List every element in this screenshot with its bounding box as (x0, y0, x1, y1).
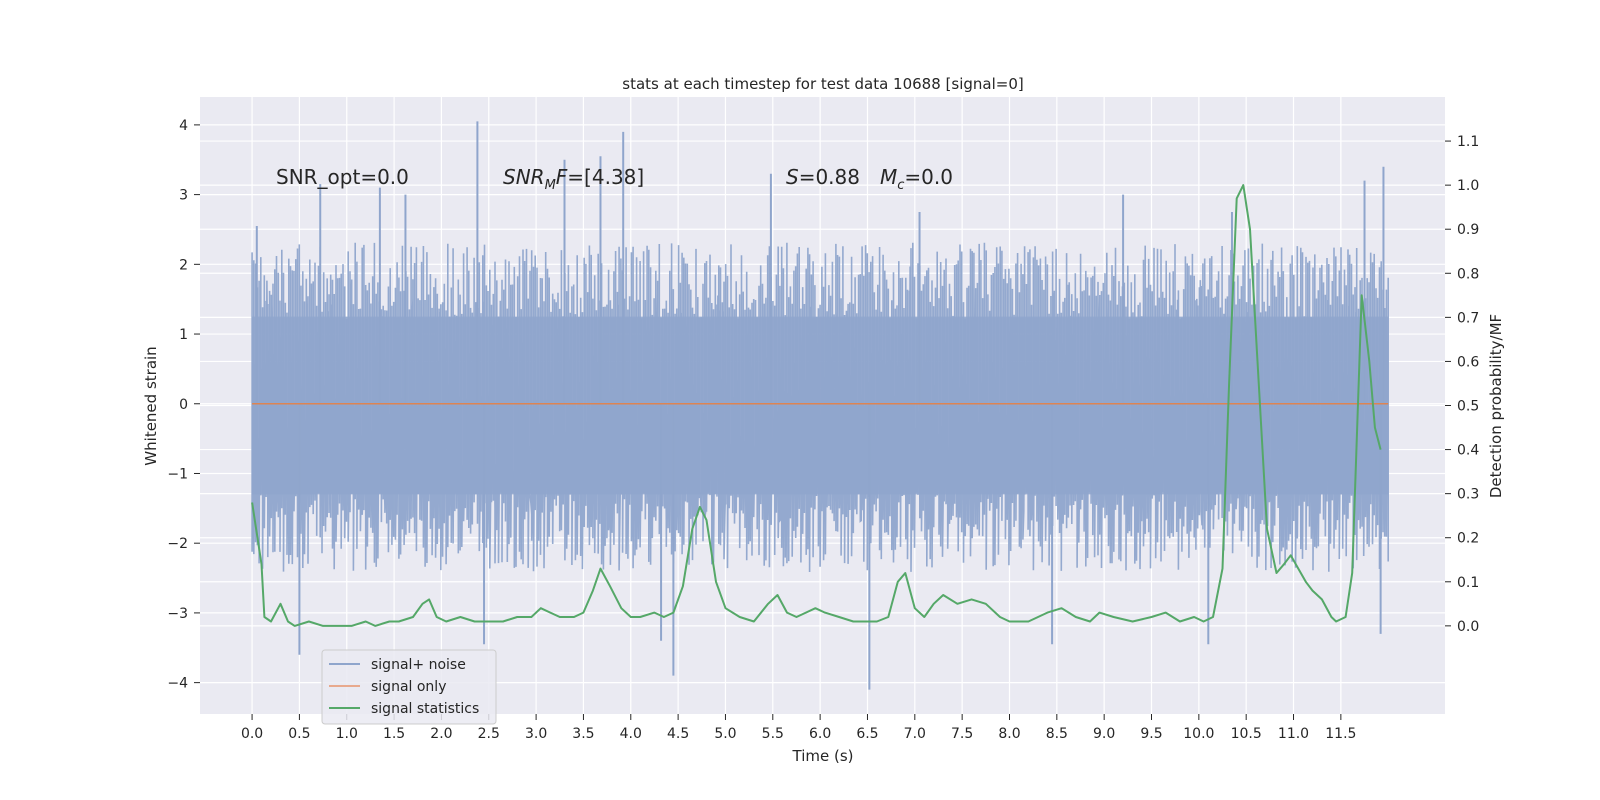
legend-box (321, 649, 497, 725)
x-tick-label: 2.5 (478, 726, 500, 742)
y-tick-label: 3 (179, 188, 188, 204)
series-signal-statistics (251, 184, 1382, 627)
annotation-s: S=0.88 (786, 165, 860, 189)
y-tick-label: −3 (167, 606, 188, 622)
y-tick-label: 0 (179, 397, 188, 413)
legend-label-signal-noise: signal+ noise (371, 657, 466, 673)
x-tick-label: 3.5 (572, 726, 594, 742)
y2-tick-label: 0.9 (1457, 222, 1479, 238)
x-tick-label: 9.0 (1093, 726, 1115, 742)
annotations: SNR_opt=0.0 SNRMF=[4.38] S=0.88 Mc=0.0 (276, 165, 953, 193)
y2-tick-label: 0.5 (1457, 399, 1479, 415)
s-var: S (786, 165, 799, 189)
series-signal-noise (251, 121, 1389, 690)
y-axis-label: Whitened strain (142, 346, 160, 465)
signal-statistics-line (251, 184, 1382, 627)
x-tick-label: 0.0 (241, 726, 263, 742)
x-tick-label: 7.5 (951, 726, 973, 742)
legend-label-signal-statistics: signal statistics (371, 701, 479, 717)
x-tick-label: 10.5 (1231, 726, 1262, 742)
legend-label-signal-only: signal only (371, 679, 446, 695)
y2-tick-label: 0.4 (1457, 443, 1479, 459)
snr-mf-italic: F (556, 165, 568, 189)
y2-tick-label: 0.7 (1457, 310, 1479, 326)
x-tick-label: 0.5 (288, 726, 310, 742)
y-tick-label: 4 (179, 118, 188, 134)
y2-tick-label: 0.3 (1457, 487, 1479, 503)
mc-value: =0.0 (904, 165, 953, 189)
snr-mf-value: =[4.38] (567, 165, 644, 189)
x-tick-label: 8.0 (998, 726, 1020, 742)
x-tick-label: 4.0 (620, 726, 642, 742)
x-tick-label: 3.0 (525, 726, 547, 742)
snr-mf-main: SNR (503, 165, 545, 189)
y-tick-label: −2 (167, 536, 188, 552)
x-tick-label: 11.0 (1278, 726, 1309, 742)
annotation-snr-opt: SNR_opt=0.0 (276, 165, 409, 189)
x-tick-label: 9.5 (1140, 726, 1162, 742)
x-axis-ticks: 0.0 0.5 1.0 1.5 2.0 2.5 3.0 3.5 4.0 4.5 5.0 5.5 6.0 6… (241, 714, 1356, 742)
y2-tick-label: 0.1 (1457, 575, 1479, 591)
s-value: =0.88 (799, 165, 860, 189)
x-tick-label: 6.0 (809, 726, 831, 742)
mc-subscript: c (897, 178, 904, 193)
y2-tick-label: 0.8 (1457, 266, 1479, 282)
x-axis-label: Time (s) (792, 747, 854, 765)
legend: signal+ noise signal only signal statist… (321, 649, 497, 725)
x-tick-label: 2.0 (430, 726, 452, 742)
y-tick-label: 2 (179, 257, 188, 273)
y2-tick-label: 0.6 (1457, 354, 1479, 370)
annotation-snr-mf: SNRMF=[4.38] (503, 165, 644, 193)
y2-axis-ticks: 1.1 1.0 0.9 0.8 0.7 0.6 0.5 0.4 0.3 0.2 0.1 0.0 (1445, 134, 1479, 635)
y2-axis-label: Detection probability/MF (1487, 314, 1505, 498)
annotation-mc: Mc=0.0 (880, 165, 953, 193)
x-tick-label: 5.5 (762, 726, 784, 742)
y-tick-label: −4 (167, 676, 188, 692)
y2-tick-label: 0.0 (1457, 619, 1479, 635)
x-tick-label: 4.5 (667, 726, 689, 742)
x-tick-label: 1.5 (383, 726, 405, 742)
y2-tick-label: 1.0 (1457, 178, 1479, 194)
chart-title: stats at each timestep for test data 106… (622, 75, 1023, 93)
y-tick-label: −1 (167, 466, 188, 482)
snr-mf-subscript: M (545, 178, 556, 193)
y2-tick-label: 0.2 (1457, 531, 1479, 547)
y-tick-label: 1 (179, 327, 188, 343)
x-tick-label: 8.5 (1046, 726, 1068, 742)
noise-core-band (252, 316, 1389, 495)
y2-tick-label: 1.1 (1457, 134, 1479, 150)
mc-var: M (880, 165, 897, 189)
x-tick-label: 7.0 (904, 726, 926, 742)
x-tick-label: 1.0 (336, 726, 358, 742)
x-tick-label: 10.0 (1183, 726, 1214, 742)
x-tick-label: 5.0 (714, 726, 736, 742)
x-tick-label: 11.5 (1325, 726, 1356, 742)
x-tick-label: 6.5 (856, 726, 878, 742)
y-axis-ticks: 4 3 2 1 0 −1 −2 −3 −4 (167, 118, 200, 692)
